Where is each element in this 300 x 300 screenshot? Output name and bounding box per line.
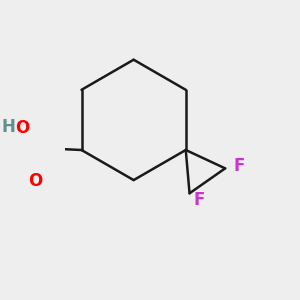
Text: O: O xyxy=(15,119,29,137)
Text: O: O xyxy=(28,172,43,190)
Text: H: H xyxy=(1,118,15,136)
Text: F: F xyxy=(194,191,205,209)
Text: F: F xyxy=(234,157,245,175)
